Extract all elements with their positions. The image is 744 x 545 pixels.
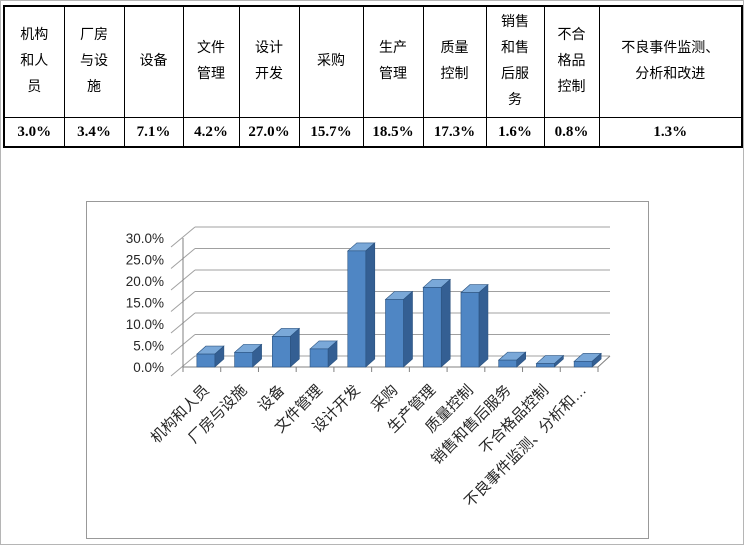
bar xyxy=(309,348,329,368)
bar xyxy=(234,352,253,368)
table-header-cell: 销售 和售 后服 务 xyxy=(485,5,545,118)
table-header-cell: 文件 管理 xyxy=(182,5,240,118)
summary-table: 机构 和人 员 厂房 与设 施 设备 文件 管理 设计 开发 采购 生产 管理 … xyxy=(3,5,743,148)
x-axis-category-label: 设备 xyxy=(255,382,288,415)
bar-side-face xyxy=(478,283,489,368)
y-axis-tick-label: 30.0% xyxy=(126,231,164,246)
bar xyxy=(196,353,216,368)
bar-side-face xyxy=(365,242,376,368)
bar xyxy=(536,363,555,368)
bar xyxy=(422,287,442,368)
x-axis-category-label: 采购 xyxy=(368,382,401,415)
bar xyxy=(498,359,517,368)
table-value-cell: 17.3% xyxy=(422,117,487,148)
table-value-cell: 7.1% xyxy=(123,117,184,148)
y-axis-tick-label: 20.0% xyxy=(126,274,164,289)
bar xyxy=(385,299,404,368)
table-value-cell: 1.6% xyxy=(485,117,545,148)
y-axis-tick-label: 0.0% xyxy=(133,360,164,375)
table-header-cell: 质量 控制 xyxy=(422,5,487,118)
table-value-cell: 0.8% xyxy=(543,117,600,148)
bar-chart-frame: 0.0% 5.0% 10.0% 15.0% 20.0% 25.0% 30.0% 机构和人员 厂房… xyxy=(86,201,649,539)
table-header-cell: 生产 管理 xyxy=(362,5,424,118)
bar-side-face xyxy=(440,278,451,368)
table-value-row: 3.0% 3.4% 7.1% 4.2% 27.0% 15.7% 18.5% 17… xyxy=(3,117,743,148)
y-axis-tick-label: 25.0% xyxy=(126,253,164,268)
bar xyxy=(347,250,367,368)
gridline-connector xyxy=(170,226,196,248)
table-header-row: 机构 和人 员 厂房 与设 施 设备 文件 管理 设计 开发 采购 生产 管理 … xyxy=(3,5,743,118)
y-axis-tick-label: 5.0% xyxy=(133,339,164,354)
bar xyxy=(272,336,291,368)
table-value-cell: 3.4% xyxy=(63,117,125,148)
bar xyxy=(573,361,593,368)
floor-right-edge xyxy=(597,355,611,368)
table-value-cell: 1.3% xyxy=(598,117,743,148)
table-value-cell: 27.0% xyxy=(238,117,300,148)
table-header-cell: 不良事件监测、 分析和改进 xyxy=(598,5,743,118)
table-value-cell: 3.0% xyxy=(3,117,65,148)
y-axis-tick-label: 15.0% xyxy=(126,296,164,311)
table-header-cell: 厂房 与设 施 xyxy=(63,5,125,118)
table-value-cell: 15.7% xyxy=(298,117,364,148)
table-header-cell: 不合 格品 控制 xyxy=(543,5,600,118)
y-axis-tick-label: 10.0% xyxy=(126,317,164,332)
bar-chart-3d: 0.0%5.0%10.0%15.0%20.0%25.0%30.0%机构和人员厂房… xyxy=(126,226,611,511)
bar xyxy=(460,292,480,368)
bar-side-face xyxy=(403,290,413,368)
table-value-cell: 4.2% xyxy=(182,117,240,148)
table-header-cell: 机构 和人 员 xyxy=(3,5,65,118)
table-header-cell: 采购 xyxy=(298,5,364,118)
table-header-cell: 设备 xyxy=(123,5,184,118)
table-value-cell: 18.5% xyxy=(362,117,424,148)
table-header-cell: 设计 开发 xyxy=(238,5,300,118)
